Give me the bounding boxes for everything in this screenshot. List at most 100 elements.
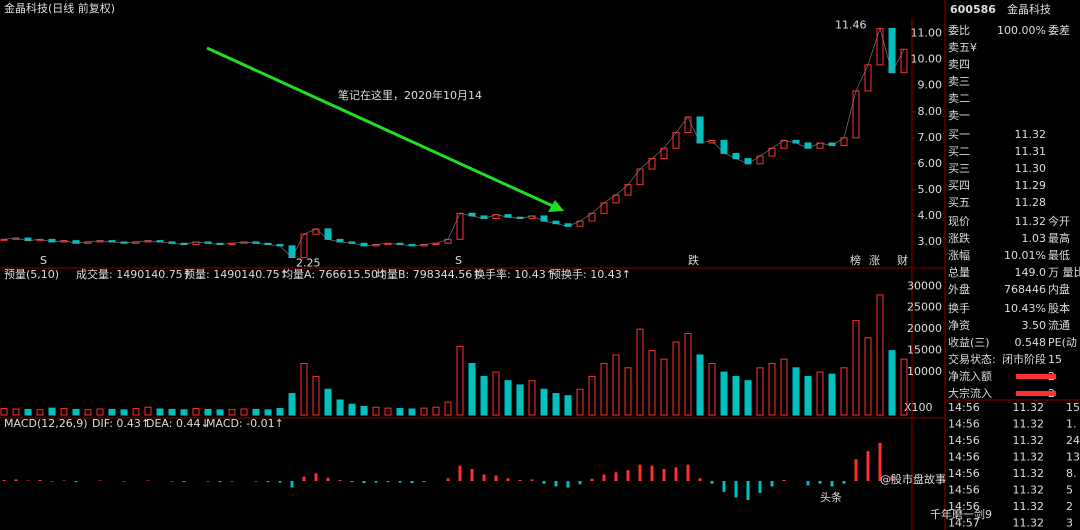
volume-bar bbox=[852, 320, 860, 416]
flow-bar bbox=[1016, 391, 1056, 396]
volume-bar bbox=[480, 375, 488, 416]
marker: 榜 bbox=[850, 253, 861, 267]
quote-value: 1.03 bbox=[1022, 232, 1047, 245]
y-tick-label: 9.00 bbox=[918, 79, 943, 92]
volume-bar bbox=[540, 388, 548, 416]
trade-time: 14:56 bbox=[948, 434, 980, 447]
trade-volume: 8. bbox=[1066, 467, 1077, 480]
volume-bar bbox=[768, 363, 776, 416]
quote-label: 大宗流入 bbox=[948, 386, 992, 400]
volume-header: 换手率: 10.43↑ bbox=[474, 267, 555, 281]
volume-bar bbox=[828, 373, 836, 416]
quote-value: 0.548 bbox=[1015, 336, 1047, 349]
y-tick-label: 8.00 bbox=[918, 105, 943, 118]
quote-tail: 万 量比 bbox=[1048, 266, 1080, 279]
macd-header: MACD(12,26,9) bbox=[4, 417, 88, 430]
quote-label: 卖一 bbox=[948, 109, 970, 122]
volume-bar bbox=[360, 405, 368, 416]
volume-bar bbox=[168, 408, 176, 416]
y-tick-label: 6.00 bbox=[918, 157, 943, 170]
quote-tail: 最高 bbox=[1048, 231, 1070, 245]
volume-bar bbox=[372, 406, 380, 416]
quote-tail: 最低 bbox=[1048, 249, 1070, 262]
volume-bar bbox=[252, 408, 260, 416]
volume-bar bbox=[228, 408, 236, 416]
quote-value: 11.32 bbox=[1015, 128, 1047, 141]
volume-bar bbox=[432, 406, 440, 416]
quote-tail: 股本 bbox=[1048, 301, 1070, 315]
quote-value: 闭市阶段 bbox=[1002, 352, 1046, 366]
volume-header: 成交量: 1490140.75↑ bbox=[76, 267, 192, 281]
quote-value: 10.01% bbox=[1004, 249, 1046, 262]
price-line bbox=[3, 27, 905, 259]
volume-bar bbox=[708, 363, 716, 416]
volume-bar bbox=[192, 408, 200, 416]
volume-bar bbox=[876, 294, 884, 416]
watermark: @股市盘故事 bbox=[880, 472, 946, 486]
trade-volume: 15. bbox=[1066, 401, 1080, 414]
volume-bar bbox=[156, 408, 164, 416]
quote-label: 外盘 bbox=[948, 282, 970, 296]
trade-time: 14:56 bbox=[948, 500, 980, 513]
volume-bar bbox=[672, 341, 680, 416]
quote-label: 收益(三) bbox=[948, 335, 990, 349]
volume-bar bbox=[612, 354, 620, 416]
trade-price: 11.32 bbox=[1013, 484, 1045, 497]
quote-value: 768446 bbox=[1004, 283, 1046, 296]
y-tick-label: 15000 bbox=[907, 344, 942, 357]
volume-bar bbox=[660, 358, 668, 416]
volume-bar bbox=[780, 358, 788, 416]
volume-bar bbox=[492, 371, 500, 416]
trade-time: 14:57 bbox=[948, 517, 980, 530]
y-tick-label: 3.00 bbox=[918, 235, 943, 248]
quote-tail: 委差 bbox=[1048, 23, 1070, 37]
volume-bar bbox=[636, 328, 644, 416]
quote-label: 委比 bbox=[948, 24, 970, 37]
volume-bar bbox=[564, 395, 572, 416]
volume-bar bbox=[516, 384, 524, 416]
y-tick-label: 10.00 bbox=[911, 53, 943, 66]
quote-label: 总量 bbox=[948, 265, 970, 279]
quote-label: 卖五¥ bbox=[948, 41, 977, 54]
stock-code: 600586 bbox=[950, 3, 996, 16]
quote-tail: 今开 bbox=[1048, 214, 1070, 228]
quote-label: 买二 bbox=[948, 145, 970, 158]
y-tick-label: 5.00 bbox=[918, 183, 943, 196]
volume-bar bbox=[456, 345, 464, 416]
volume-bar bbox=[696, 354, 704, 416]
quote-label: 买五 bbox=[948, 196, 970, 209]
y-tick-label: 30000 bbox=[907, 279, 942, 292]
volume-bar bbox=[24, 408, 32, 416]
volume-bar bbox=[624, 367, 632, 416]
volume-header: 预量(5,10) bbox=[4, 268, 59, 281]
macd-header: MACD: -0.01↑ bbox=[206, 417, 284, 430]
marker: S bbox=[40, 254, 47, 267]
volume-bar bbox=[444, 401, 452, 416]
trade-volume: 1. bbox=[1066, 418, 1077, 431]
volume-bar bbox=[72, 408, 80, 416]
volume-bar bbox=[336, 399, 344, 416]
quote-label: 买四 bbox=[948, 179, 970, 192]
trade-time: 14:56 bbox=[948, 418, 980, 431]
quote-label: 净资 bbox=[948, 318, 970, 332]
trade-volume: 24. bbox=[1066, 434, 1080, 447]
quote-tail: 流通 bbox=[1048, 318, 1070, 332]
volume-bar bbox=[528, 380, 536, 416]
volume-bar bbox=[864, 337, 872, 416]
volume-bar bbox=[324, 388, 332, 416]
volume-bar bbox=[288, 393, 296, 416]
volume-bar bbox=[216, 409, 224, 416]
marker: 跌 bbox=[688, 253, 699, 267]
quote-label: 卖三 bbox=[948, 75, 970, 88]
volume-bar bbox=[180, 409, 188, 416]
watermark: 头条 bbox=[820, 490, 842, 504]
annotation: 笔记在这里，2020年10月14 bbox=[338, 88, 482, 102]
volume-bar bbox=[600, 363, 608, 416]
volume-bar bbox=[240, 408, 248, 416]
quote-value: 11.30 bbox=[1015, 162, 1047, 175]
quote-label: 涨跌 bbox=[948, 231, 970, 245]
quote-value: 3.50 bbox=[1022, 319, 1047, 332]
quote-value: 11.28 bbox=[1015, 196, 1047, 209]
trade-price: 11.32 bbox=[1013, 517, 1045, 530]
